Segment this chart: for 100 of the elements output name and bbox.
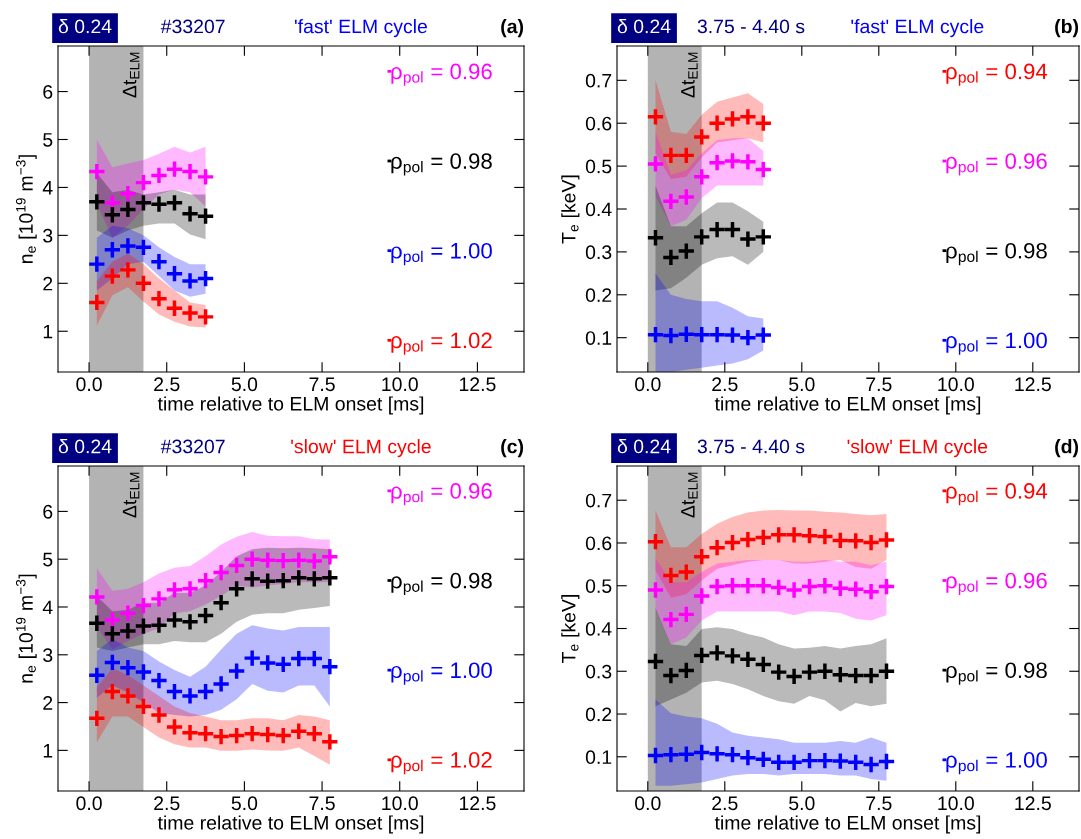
x-axis-title: time relative to ELM onset [ms]	[714, 815, 981, 834]
point	[165, 159, 184, 179]
point	[227, 556, 247, 575]
point	[102, 653, 122, 672]
point	[861, 582, 881, 602]
point	[196, 724, 215, 744]
point	[769, 525, 789, 545]
point	[692, 743, 712, 762]
point	[846, 666, 866, 685]
y-tick-label: 0.7	[585, 493, 612, 508]
point	[289, 721, 309, 741]
band-label: Δt$_{ELM}$	[681, 52, 698, 98]
point	[676, 605, 696, 624]
y-tick-label: 5	[43, 133, 53, 147]
point	[180, 686, 200, 706]
point	[289, 649, 309, 668]
point	[196, 269, 215, 288]
point	[646, 746, 665, 765]
point	[846, 752, 866, 772]
y-tick-label: 2	[43, 276, 53, 291]
y-tick-label: 6	[43, 504, 53, 519]
point	[134, 662, 153, 682]
point	[211, 674, 231, 694]
x-tick-label: 0.0	[76, 377, 102, 392]
x-tick-label: 0.0	[635, 377, 661, 392]
text: δ 0.24	[58, 439, 112, 454]
point	[134, 697, 153, 716]
point	[676, 661, 696, 680]
point	[258, 725, 278, 744]
y-tick-label: 0.3	[585, 664, 612, 679]
y-tick-label: 1	[43, 324, 53, 339]
point	[723, 646, 742, 666]
point	[784, 580, 804, 600]
legend-label: ρ$_{pol}$ = 0.94	[946, 483, 1048, 506]
point	[738, 152, 758, 172]
point	[769, 662, 789, 682]
legend-label: ρ$_{pol}$ = 0.96	[391, 483, 492, 506]
legend-label: ρ$_{pol}$ = 1.00	[946, 752, 1047, 775]
point	[877, 752, 896, 771]
point	[800, 577, 819, 596]
x-tick-label: 12.5	[1015, 796, 1051, 811]
point	[180, 271, 200, 291]
point	[723, 151, 742, 171]
y-tick-label: 0.5	[585, 159, 612, 174]
point	[692, 586, 712, 606]
y-axis-title: T$_{e}$ [keV]	[561, 595, 580, 664]
point	[830, 751, 850, 771]
legend-label: ρ$_{pol}$ = 0.98	[946, 662, 1047, 685]
point	[661, 745, 681, 765]
legend-label: ρ$_{pol}$ = 0.96	[946, 572, 1047, 595]
point	[134, 273, 153, 293]
y-axis-title: n$_{e}$ [10$^{19}$ m$^{−3}$]	[15, 574, 37, 683]
chart-title: 'fast' ELM cycle	[851, 19, 984, 38]
x-tick-label: 0.0	[76, 796, 102, 811]
y-axis-title: n$_{e}$ [10$^{19}$ m$^{−3}$]	[15, 155, 37, 264]
point	[676, 324, 696, 344]
legend-label: ρ$_{pol}$ = 0.94	[946, 63, 1048, 86]
point	[149, 589, 169, 609]
point	[320, 568, 340, 588]
point	[784, 752, 804, 772]
point	[692, 227, 712, 247]
x-tick-label: 2.5	[712, 796, 738, 811]
point	[118, 236, 138, 256]
point	[676, 241, 696, 261]
y-tick-label: 4	[42, 181, 53, 195]
y-tick-label: 5	[43, 552, 53, 567]
point	[661, 326, 681, 345]
x-tick-label: 12.5	[1015, 377, 1051, 392]
chart-subtitle: 3.75 - 4.40 s	[697, 439, 805, 454]
legend-label: ρ$_{pol}$ = 0.98	[391, 153, 492, 176]
text: (d)	[1055, 439, 1079, 458]
x-tick-label: 5.0	[789, 377, 815, 392]
point	[273, 726, 293, 745]
point	[661, 610, 681, 629]
point	[258, 550, 278, 570]
point	[227, 726, 247, 745]
point	[149, 252, 169, 272]
y-tick-label: 2	[43, 696, 53, 710]
x-tick-label: 5.0	[789, 796, 815, 811]
point	[165, 717, 184, 737]
point	[707, 744, 727, 764]
point	[149, 615, 169, 635]
x-axis-title: time relative to ELM onset [ms]	[157, 396, 424, 415]
point	[661, 191, 681, 211]
point	[134, 193, 153, 213]
point	[149, 289, 169, 309]
point	[676, 562, 696, 582]
y-tick-label: 0.2	[585, 707, 612, 722]
point	[180, 612, 200, 632]
point	[846, 579, 866, 599]
point	[304, 551, 324, 571]
point	[830, 665, 850, 685]
y-tick-label: 0.6	[585, 536, 612, 551]
point	[646, 107, 665, 127]
point	[676, 187, 696, 207]
y-tick-label: 0.4	[585, 621, 612, 636]
point	[861, 666, 881, 685]
point	[196, 206, 215, 226]
point	[180, 723, 200, 743]
legend-label: ρ$_{pol}$ = 1.00	[391, 662, 492, 685]
